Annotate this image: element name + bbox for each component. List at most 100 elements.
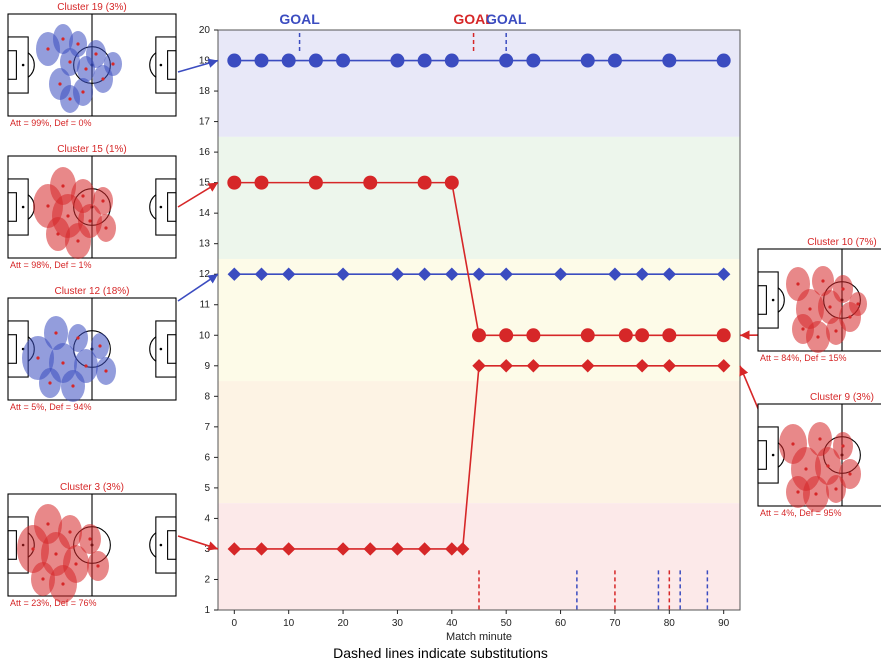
series-marker-circle [500, 54, 513, 67]
pitch-stats: Att = 23%, Def = 76% [10, 598, 97, 608]
pitch-panel: Cluster 9 (3%)Att = 4%, Def = 95% [758, 392, 881, 518]
pitch-stats: Att = 4%, Def = 95% [760, 508, 842, 518]
series-marker-circle [418, 54, 431, 67]
formation-dot [808, 307, 811, 310]
formation-dot [104, 369, 107, 372]
x-tick-label: 90 [718, 618, 730, 629]
series-marker-circle [581, 54, 594, 67]
series-marker-circle [228, 54, 241, 67]
formation-dot [66, 214, 69, 217]
pitch-title: Cluster 3 (3%) [60, 482, 124, 493]
y-tick-label: 10 [199, 330, 211, 341]
pitch-stats: Att = 99%, Def = 0% [10, 118, 92, 128]
formation-dot [848, 315, 851, 318]
pitch-title: Cluster 12 (18%) [54, 286, 129, 297]
series-marker-circle [608, 54, 621, 67]
formation-dot [856, 302, 859, 305]
formation-dot [801, 327, 804, 330]
formation-dot [101, 77, 104, 80]
formation-dot [48, 381, 51, 384]
formation-dot [816, 335, 819, 338]
formation-dot [818, 437, 821, 440]
y-tick-label: 8 [204, 391, 210, 402]
pitch-panel: Cluster 3 (3%) Att = 23%, Def = 76% [8, 482, 176, 608]
x-tick-label: 40 [446, 618, 458, 629]
y-tick-label: 18 [199, 86, 211, 97]
formation-dot [96, 564, 99, 567]
x-tick-label: 20 [338, 618, 350, 629]
series-marker-circle [282, 54, 295, 67]
series-marker-circle [636, 329, 649, 342]
y-tick-label: 5 [204, 483, 210, 494]
series-marker-circle [391, 54, 404, 67]
formation-dot [56, 232, 59, 235]
series-marker-circle [364, 176, 377, 189]
formation-dot [791, 442, 794, 445]
y-tick-label: 16 [199, 147, 211, 158]
series-marker-circle [527, 54, 540, 67]
formation-dot [74, 562, 77, 565]
formation-dot [36, 356, 39, 359]
y-tick-label: 7 [204, 422, 210, 433]
chart-caption: Dashed lines indicate substitutions [333, 645, 548, 661]
formation-dot [41, 577, 44, 580]
formation-dot [76, 239, 79, 242]
formation-dot [54, 552, 57, 555]
formation-dot [834, 329, 837, 332]
formation-dot [821, 279, 824, 282]
goal-label: GOAL [486, 11, 527, 27]
series-marker-circle [717, 54, 730, 67]
series-marker-circle [309, 54, 322, 67]
x-tick-label: 30 [392, 618, 404, 629]
formation-dot [88, 537, 91, 540]
formation-dot [841, 444, 844, 447]
y-tick-label: 1 [204, 605, 210, 616]
x-tick-label: 50 [501, 618, 513, 629]
goal-label: GOAL [279, 11, 320, 27]
series-marker-circle [309, 176, 322, 189]
formation-dot [84, 67, 87, 70]
formation-dot [76, 336, 79, 339]
pitch-panel: Cluster 12 (18%)Att = 5%, Def = 94% [8, 286, 176, 412]
series-marker-circle [581, 329, 594, 342]
y-tick-label: 9 [204, 361, 210, 372]
x-tick-label: 0 [232, 618, 238, 629]
series-marker-circle [445, 54, 458, 67]
timeline-chart: 1234567891011121314151617181920010203040… [178, 11, 765, 661]
formation-dot [68, 530, 71, 533]
y-tick-label: 12 [199, 269, 211, 280]
formation-dot [68, 97, 71, 100]
formation-dot [61, 582, 64, 585]
formation-dot [71, 384, 74, 387]
series-marker-circle [445, 176, 458, 189]
formation-dot [76, 42, 79, 45]
x-tick-label: 60 [555, 618, 567, 629]
formation-dot [841, 287, 844, 290]
formation-dot [61, 361, 64, 364]
formation-dot [826, 464, 829, 467]
formation-dot [104, 226, 107, 229]
figure-root: { "canvas": { "w": 881, "h": 662 }, "col… [0, 0, 881, 662]
formation-dot [46, 204, 49, 207]
formation-dot [796, 490, 799, 493]
series-marker-circle [717, 329, 730, 342]
series-marker-circle [473, 329, 486, 342]
formation-dot [804, 467, 807, 470]
x-tick-label: 80 [664, 618, 676, 629]
formation-dot [54, 331, 57, 334]
y-tick-label: 13 [199, 239, 211, 250]
x-tick-label: 70 [609, 618, 621, 629]
formation-dot [84, 364, 87, 367]
formation-dot [46, 522, 49, 525]
series-marker-circle [527, 329, 540, 342]
y-tick-label: 4 [204, 513, 210, 524]
formation-dot [61, 37, 64, 40]
formation-dot [848, 472, 851, 475]
series-marker-circle [255, 54, 268, 67]
y-tick-label: 20 [199, 25, 211, 36]
formation-dot [88, 219, 91, 222]
formation-dot [68, 60, 71, 63]
pitch-panel: Cluster 19 (3%)Att = 99%, Def = 0% [8, 2, 176, 128]
formation-dot [101, 199, 104, 202]
y-tick-label: 2 [204, 574, 210, 585]
